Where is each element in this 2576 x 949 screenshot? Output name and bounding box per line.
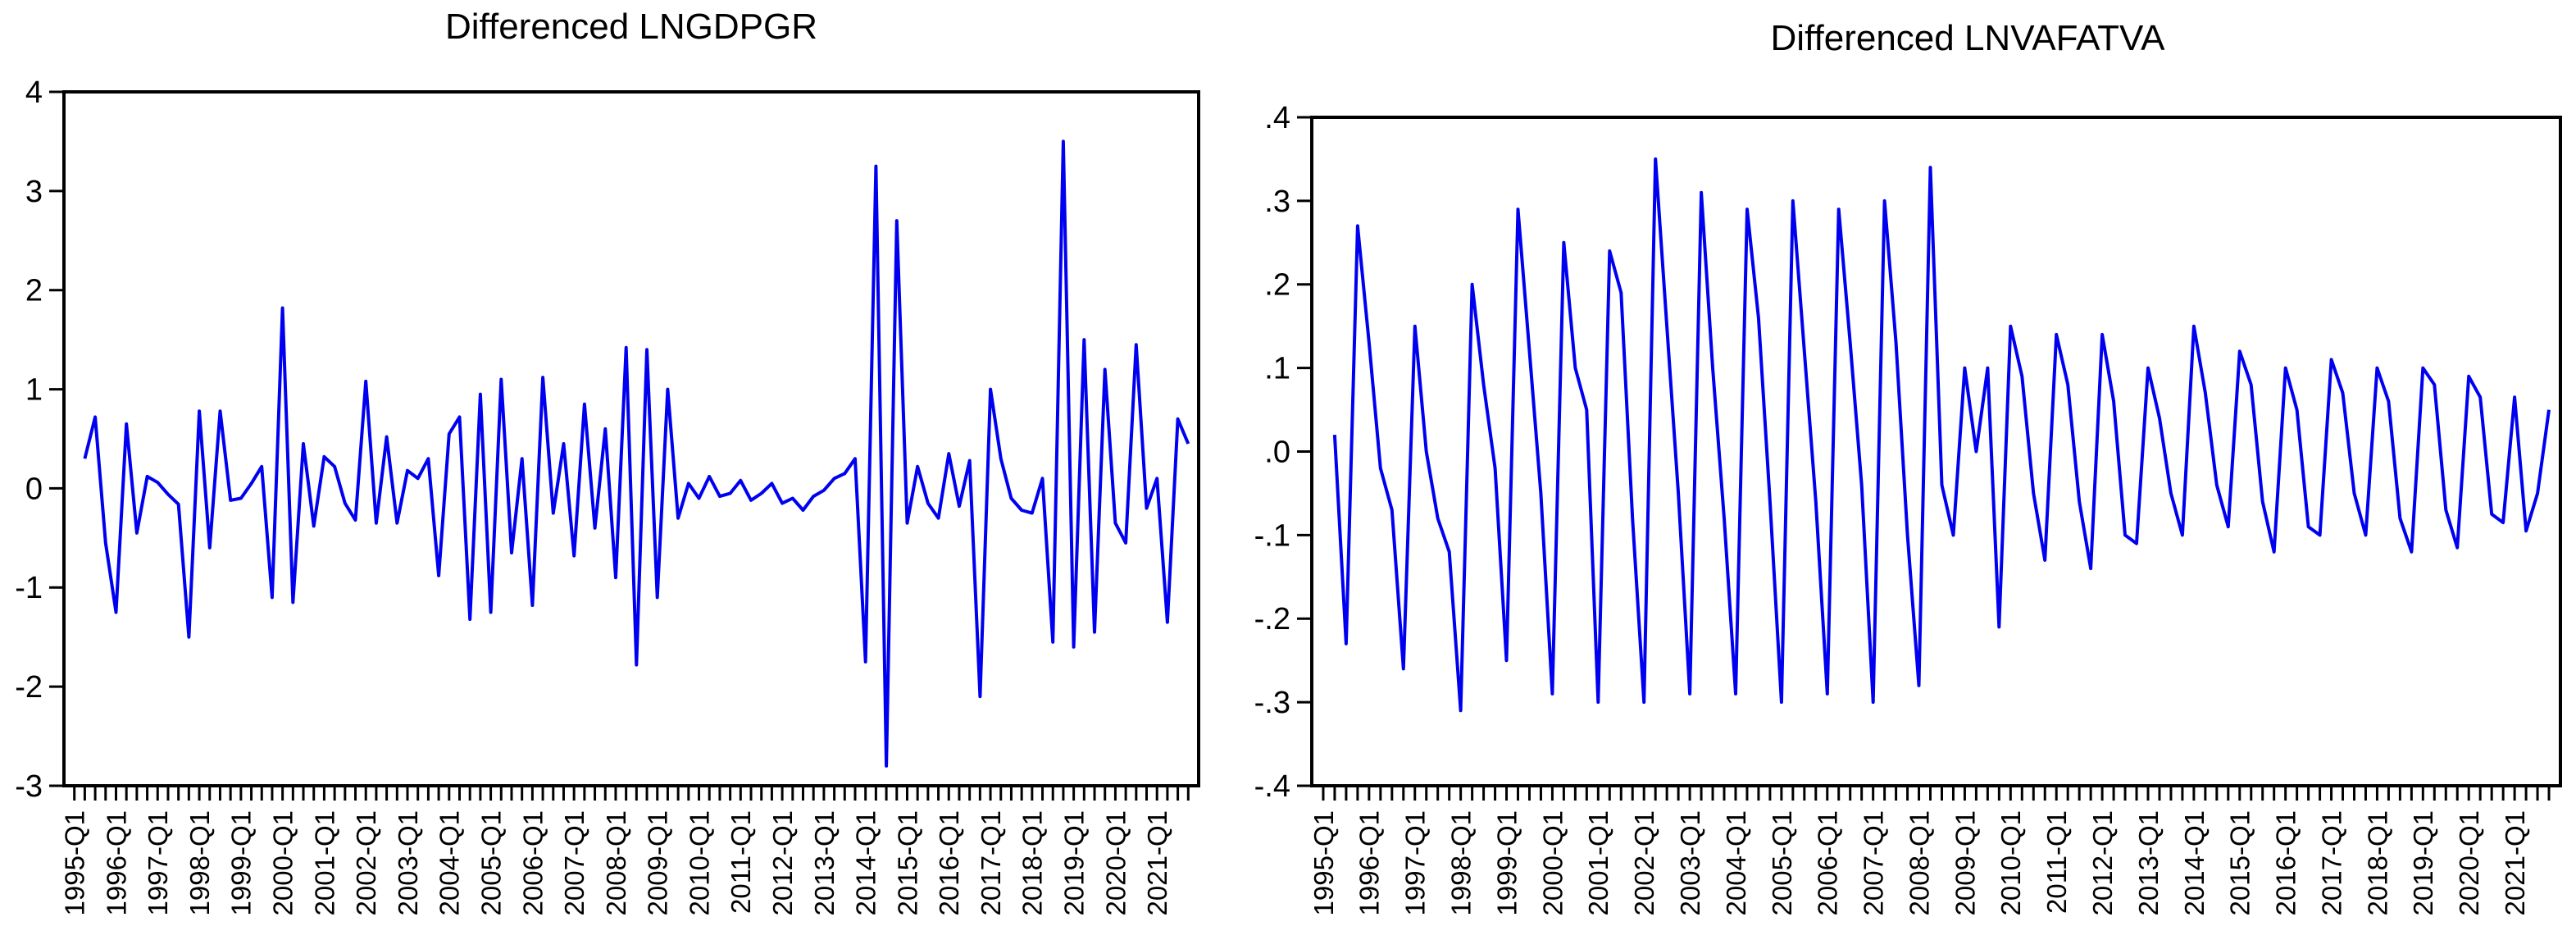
y-axis-tick-label: -1 xyxy=(15,571,43,605)
x-axis-tick-label: 2009-Q1 xyxy=(643,810,673,915)
x-axis-tick-label: 2012-Q1 xyxy=(2087,810,2118,915)
x-axis-tick-label: 2011-Q1 xyxy=(726,810,756,914)
plot-frame xyxy=(62,90,1200,787)
series-line xyxy=(83,139,1190,768)
y-axis-tick-label: -.3 xyxy=(1254,686,1290,720)
x-axis-tick-label: 1998-Q1 xyxy=(1446,810,1477,915)
x-axis-tick-label: 2014-Q1 xyxy=(2179,810,2210,915)
x-axis-tick-label: 1998-Q1 xyxy=(184,810,215,915)
x-axis-tick-label: 2000-Q1 xyxy=(268,810,298,915)
x-axis-tick-label: 1996-Q1 xyxy=(101,810,131,915)
right-chart-title: Differenced LNVAFATVA xyxy=(1770,18,2165,58)
x-axis-tick-label: 2008-Q1 xyxy=(1904,810,1934,915)
x-axis-tick-label: 2018-Q1 xyxy=(2362,810,2392,915)
x-axis-tick-label: 2006-Q1 xyxy=(1813,810,1843,915)
x-axis-tick-label: 1999-Q1 xyxy=(226,810,257,915)
y-axis-tick-label: .3 xyxy=(1264,185,1290,219)
x-axis-tick-label: 2008-Q1 xyxy=(601,810,631,915)
x-axis-tick-label: 2017-Q1 xyxy=(976,810,1006,915)
x-axis-tick-label: 2004-Q1 xyxy=(1721,810,1751,915)
x-axis-tick-label: 2001-Q1 xyxy=(1583,810,1613,915)
y-axis-tick-label: -.1 xyxy=(1254,518,1290,553)
y-axis-tick-label: 1 xyxy=(25,372,43,407)
x-axis-tick-label: 2017-Q1 xyxy=(2316,810,2346,915)
y-axis-tick-label: .0 xyxy=(1264,435,1290,469)
x-axis-tick-label: 2016-Q1 xyxy=(934,810,964,915)
series-line xyxy=(1332,157,2551,713)
plot-frame xyxy=(1310,116,2562,787)
x-axis-tick-label: 2012-Q1 xyxy=(767,810,798,915)
x-axis-tick-label: 2004-Q1 xyxy=(435,810,465,915)
y-axis-tick-label: 3 xyxy=(25,175,43,209)
y-axis-tick-label: 4 xyxy=(25,75,43,110)
x-axis-tick-label: 2019-Q1 xyxy=(2408,810,2438,915)
y-axis-tick-label: .4 xyxy=(1264,101,1290,135)
x-axis-tick-label: 1999-Q1 xyxy=(1491,810,1522,915)
x-axis-tick-label: 2013-Q1 xyxy=(809,810,840,915)
y-axis-tick-label: -3 xyxy=(15,769,43,804)
y-axis-tick-label: 0 xyxy=(25,472,43,506)
x-axis-tick-label: 2003-Q1 xyxy=(393,810,423,915)
y-axis-tick-label: -.4 xyxy=(1254,769,1290,804)
x-axis-tick-label: 2010-Q1 xyxy=(1996,810,2026,915)
x-axis-tick-label: 1996-Q1 xyxy=(1354,810,1385,915)
x-axis-tick-label: 2007-Q1 xyxy=(559,810,589,915)
left-chart-title: Differenced LNGDPGR xyxy=(444,7,818,47)
x-axis-tick-label: 2020-Q1 xyxy=(2454,810,2484,915)
x-axis-tick-label: 2021-Q1 xyxy=(2500,810,2530,915)
x-axis-tick-label: 2021-Q1 xyxy=(1142,810,1172,915)
y-axis-tick-label: .2 xyxy=(1264,268,1290,303)
x-axis-tick-label: 1995-Q1 xyxy=(1308,810,1339,915)
x-axis-tick-label: 2006-Q1 xyxy=(517,810,548,915)
y-axis-tick-label: -2 xyxy=(15,670,43,705)
x-axis-tick-label: 2009-Q1 xyxy=(1950,810,1980,915)
x-axis-tick-label: 2015-Q1 xyxy=(892,810,922,915)
x-axis-tick-label: 2016-Q1 xyxy=(2271,810,2301,915)
x-axis-tick-label: 2010-Q1 xyxy=(684,810,714,915)
x-axis-tick-label: 2005-Q1 xyxy=(1767,810,1797,915)
x-axis-tick-label: 2019-Q1 xyxy=(1059,810,1090,915)
y-axis-tick-label: -.2 xyxy=(1254,602,1290,636)
x-axis-tick-label: 2014-Q1 xyxy=(851,810,881,915)
x-axis-tick-label: 2013-Q1 xyxy=(2133,810,2164,915)
x-axis-tick-label: 2005-Q1 xyxy=(476,810,506,915)
x-axis-tick-label: 2015-Q1 xyxy=(2225,810,2255,915)
x-axis-tick-label: 1997-Q1 xyxy=(143,810,173,915)
x-axis-tick-label: 2011-Q1 xyxy=(2041,810,2072,914)
x-axis-tick-label: 1997-Q1 xyxy=(1400,810,1431,915)
x-axis-tick-label: 2007-Q1 xyxy=(1859,810,1889,915)
x-axis-tick-label: 2003-Q1 xyxy=(1675,810,1705,915)
x-axis-tick-label: 2020-Q1 xyxy=(1100,810,1131,915)
y-axis-tick-label: 2 xyxy=(25,274,43,308)
x-axis-tick-label: 2002-Q1 xyxy=(351,810,381,915)
x-axis-tick-label: 2002-Q1 xyxy=(1629,810,1659,915)
x-axis-tick-label: 2000-Q1 xyxy=(1537,810,1568,915)
x-axis-tick-label: 2001-Q1 xyxy=(309,810,339,915)
y-axis-tick-label: .1 xyxy=(1264,352,1290,386)
x-axis-tick-label: 2018-Q1 xyxy=(1017,810,1048,915)
x-axis-tick-label: 1995-Q1 xyxy=(60,810,90,915)
